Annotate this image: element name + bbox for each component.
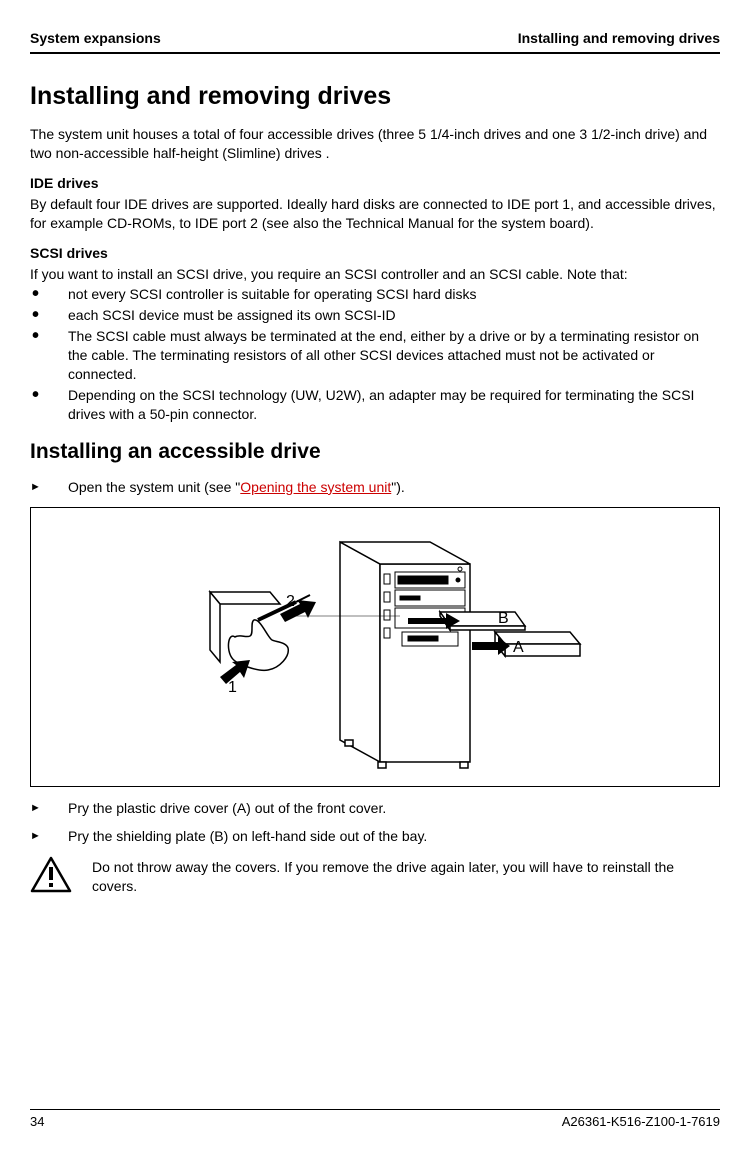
step-text: Pry the shielding plate (B) on left-hand… bbox=[68, 827, 427, 846]
step-marker-icon: ► bbox=[30, 827, 68, 846]
step-open-unit: ► Open the system unit (see "Opening the… bbox=[30, 478, 720, 497]
drive-diagram-svg: A B 2 bbox=[140, 522, 610, 772]
list-item: The SCSI cable must always be terminated… bbox=[30, 327, 720, 384]
caution-icon bbox=[30, 856, 72, 899]
scsi-bullet-list: not every SCSI controller is suitable fo… bbox=[30, 285, 720, 423]
scsi-heading: SCSI drives bbox=[30, 245, 720, 261]
intro-paragraph: The system unit houses a total of four a… bbox=[30, 125, 720, 163]
step-pry-plate-b: ► Pry the shielding plate (B) on left-ha… bbox=[30, 827, 720, 846]
step-text-post: "). bbox=[391, 479, 405, 495]
install-heading: Installing an accessible drive bbox=[30, 440, 720, 464]
page-title: Installing and removing drives bbox=[30, 82, 720, 111]
step-text-pre: Open the system unit (see " bbox=[68, 479, 240, 495]
header-rule bbox=[30, 52, 720, 54]
page-footer: 34 A26361-K516-Z100-1-7619 bbox=[30, 1109, 720, 1129]
list-item: each SCSI device must be assigned its ow… bbox=[30, 306, 720, 325]
step-text: Open the system unit (see "Opening the s… bbox=[68, 478, 405, 497]
warning-box: Do not throw away the covers. If you rem… bbox=[30, 856, 720, 899]
drive-install-figure: A B 2 bbox=[30, 507, 720, 787]
open-system-unit-link[interactable]: Opening the system unit bbox=[240, 479, 391, 495]
step-pry-cover-a: ► Pry the plastic drive cover (A) out of… bbox=[30, 799, 720, 818]
step-text: Pry the plastic drive cover (A) out of t… bbox=[68, 799, 386, 818]
figure-label-a: A bbox=[513, 639, 524, 656]
figure-label-2: 2 bbox=[286, 593, 295, 610]
figure-label-1: 1 bbox=[228, 679, 237, 696]
list-item: not every SCSI controller is suitable fo… bbox=[30, 285, 720, 304]
header-right: Installing and removing drives bbox=[518, 30, 720, 46]
page-number: 34 bbox=[30, 1114, 44, 1129]
document-id: A26361-K516-Z100-1-7619 bbox=[562, 1114, 720, 1129]
step-marker-icon: ► bbox=[30, 478, 68, 497]
figure-label-b: B bbox=[498, 610, 509, 627]
warning-text: Do not throw away the covers. If you rem… bbox=[92, 856, 720, 899]
scsi-intro: If you want to install an SCSI drive, yo… bbox=[30, 265, 720, 284]
ide-paragraph: By default four IDE drives are supported… bbox=[30, 195, 720, 233]
page-header: System expansions Installing and removin… bbox=[30, 30, 720, 46]
footer-rule bbox=[30, 1109, 720, 1110]
list-item: Depending on the SCSI technology (UW, U2… bbox=[30, 386, 720, 424]
step-marker-icon: ► bbox=[30, 799, 68, 818]
header-left: System expansions bbox=[30, 30, 161, 46]
ide-heading: IDE drives bbox=[30, 175, 720, 191]
